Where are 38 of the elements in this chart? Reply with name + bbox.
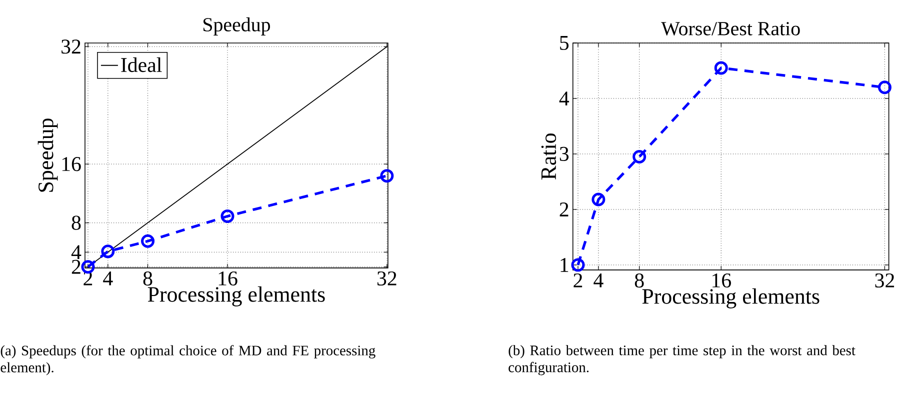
y-axis-title: Ratio <box>541 134 556 180</box>
y-tick-label: 2 <box>72 260 80 274</box>
x-tick-label: 32 <box>875 273 894 288</box>
legend-label: Ideal <box>121 57 162 72</box>
point <box>878 80 892 94</box>
point <box>141 234 155 248</box>
x-tick-label: 8 <box>143 272 152 286</box>
x-tick-label: 4 <box>594 274 604 288</box>
y-tick-label: 2 <box>560 202 568 216</box>
y-tick-label: 16 <box>62 157 81 172</box>
point <box>632 150 646 164</box>
x-tick-label: 16 <box>712 273 731 288</box>
x-tick-label: 16 <box>218 271 238 286</box>
text: (b) Ratio between time per time step in the worst and best configuration. <box>508 345 856 376</box>
x-tick-label: 32 <box>377 271 396 286</box>
point <box>571 258 585 272</box>
point <box>101 244 115 258</box>
point <box>592 192 606 206</box>
x-tick-label: 8 <box>634 274 644 288</box>
x-tick-label: 2 <box>574 273 582 288</box>
text: (a) Speedups (for the optimal choice of MD and FE processing element). <box>0 345 376 376</box>
x-axis-title: Processing elements <box>642 288 820 308</box>
x-tick-label: 4 <box>103 272 113 286</box>
y-axis-title: Speedup <box>38 118 58 192</box>
y-tick-label: 5 <box>560 36 569 50</box>
chart-title: Worse/Best Ratio <box>661 22 800 36</box>
point <box>714 61 728 75</box>
chart-title: Speedup <box>203 17 270 36</box>
point <box>380 169 394 183</box>
point <box>220 210 234 223</box>
y-tick-label: 8 <box>72 216 81 230</box>
y-tick-label: 3 <box>560 146 569 162</box>
y-tick-label: 32 <box>62 40 80 54</box>
x-axis-title: Processing elements <box>148 286 325 306</box>
y-tick-label: 4 <box>71 245 82 260</box>
y-tick-label: 4 <box>559 92 570 106</box>
y-tick-label: 1 <box>560 258 568 272</box>
point <box>81 260 95 274</box>
